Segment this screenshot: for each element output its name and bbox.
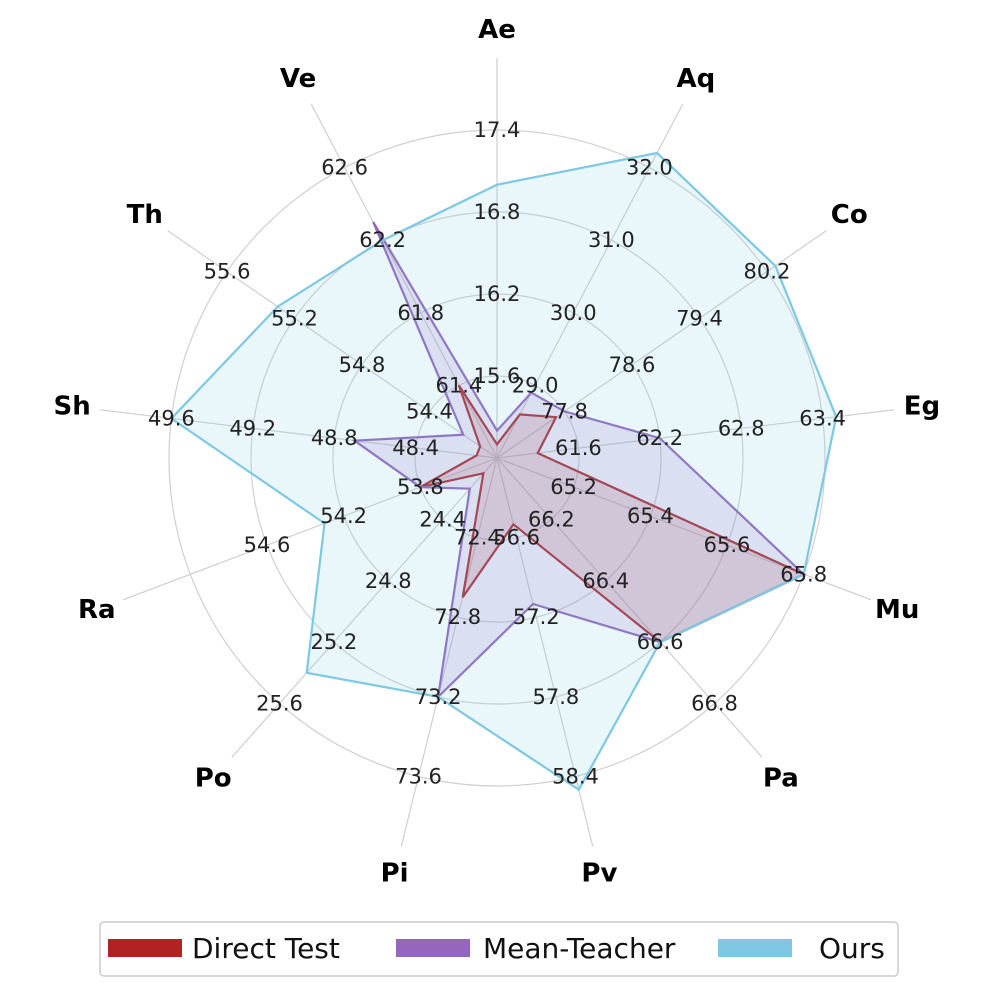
tick-label-ae-4: 17.4 <box>474 118 521 142</box>
tick-label-sh-3: 49.2 <box>229 416 276 440</box>
axis-label-th: Th <box>127 200 163 230</box>
spoke-co <box>496 230 827 459</box>
tick-label-pv-4: 58.4 <box>552 764 599 788</box>
tick-label-ra-2: 54.2 <box>320 504 367 528</box>
tick-label-pv-1: 56.6 <box>493 526 540 550</box>
spoke-sh <box>99 409 498 459</box>
axis-label-pa: Pa <box>763 763 799 793</box>
tick-label-ve-2: 61.8 <box>397 301 444 325</box>
tick-label-ra-3: 54.6 <box>244 533 291 557</box>
series-direct-test <box>419 384 807 644</box>
axis-labels: Ae Aq Co Eg Mu Pa Pv Pi Po Ra Sh Th Ve <box>53 15 940 889</box>
tick-label-aq-4: 32.0 <box>626 156 673 180</box>
spoke-ra <box>122 457 498 601</box>
tick-label-pv-3: 57.8 <box>532 685 579 709</box>
tick-label-pa-1: 66.2 <box>528 507 575 531</box>
axis-label-eg: Eg <box>904 391 940 421</box>
tick-label-sh-4: 49.6 <box>148 406 195 430</box>
tick-label-ve-3: 62.2 <box>359 228 406 252</box>
tick-label-pi-2: 72.8 <box>434 605 481 629</box>
radar-spokes <box>99 58 895 847</box>
spoke-pv <box>496 457 594 847</box>
legend-label-direct-test: Direct Test <box>192 932 340 965</box>
spoke-pa <box>496 457 763 758</box>
tick-label-co-2: 78.6 <box>609 353 656 377</box>
tick-label-po-2: 24.8 <box>365 569 412 593</box>
tick-label-aq-1: 29.0 <box>512 373 559 397</box>
tick-label-pi-3: 73.2 <box>415 685 462 709</box>
tick-label-sh-1: 48.4 <box>392 436 439 460</box>
axis-label-ae: Ae <box>478 15 516 45</box>
tick-label-po-1: 24.4 <box>419 507 466 531</box>
tick-label-po-4: 25.6 <box>256 692 303 716</box>
axis-label-aq: Aq <box>677 64 716 94</box>
tick-label-pa-2: 66.4 <box>582 569 629 593</box>
legend-label-mean-teacher: Mean-Teacher <box>483 932 676 965</box>
axis-label-ra: Ra <box>78 595 116 625</box>
tick-label-pi-1: 72.4 <box>454 526 501 550</box>
spoke-th <box>167 230 498 459</box>
tick-label-mu-4: 65.8 <box>780 562 827 586</box>
tick-label-ra-1: 53.8 <box>397 475 444 499</box>
axis-label-po: Po <box>195 763 232 793</box>
tick-label-mu-3: 65.6 <box>704 533 751 557</box>
tick-label-co-4: 80.2 <box>744 260 791 284</box>
axis-label-mu: Mu <box>875 595 919 625</box>
tick-label-th-1: 54.4 <box>406 399 453 423</box>
tick-label-ve-4: 62.6 <box>321 156 368 180</box>
axis-label-pv: Pv <box>581 859 617 889</box>
tick-label-eg-1: 61.6 <box>555 436 602 460</box>
tick-label-sh-2: 48.8 <box>311 426 358 450</box>
tick-label-ve-1: 61.4 <box>436 373 483 397</box>
spoke-mu <box>496 457 872 601</box>
tick-label-th-4: 55.6 <box>204 260 251 284</box>
spoke-ve <box>310 103 498 459</box>
series-ours <box>169 151 838 792</box>
tick-label-co-3: 79.4 <box>676 306 723 330</box>
legend-swatch-mean-teacher <box>396 939 470 957</box>
axis-label-sh: Sh <box>53 391 90 421</box>
tick-label-mu-2: 65.4 <box>627 504 674 528</box>
tick-label-pv-2: 57.2 <box>513 605 560 629</box>
spoke-po <box>231 457 498 758</box>
tick-label-eg-3: 62.8 <box>718 416 765 440</box>
tick-label-ae-3: 16.8 <box>474 200 521 224</box>
tick-labels: 15.6 16.2 16.8 17.4 29.0 30.0 31.0 32.0 77.8 78.6… <box>148 118 846 788</box>
tick-label-th-3: 55.2 <box>271 306 318 330</box>
axis-label-co: Co <box>831 200 868 230</box>
tick-label-ae-1: 15.6 <box>474 364 521 388</box>
tick-label-aq-3: 31.0 <box>588 228 635 252</box>
axis-label-ve: Ve <box>280 64 316 94</box>
tick-label-co-1: 77.8 <box>541 399 588 423</box>
spoke-pi <box>400 457 498 847</box>
series-layer <box>169 151 838 792</box>
tick-label-eg-4: 63.4 <box>799 406 846 430</box>
tick-label-aq-2: 30.0 <box>550 301 597 325</box>
spoke-eg <box>496 409 895 459</box>
tick-label-ae-2: 16.2 <box>474 282 521 306</box>
tick-label-pi-4: 73.6 <box>395 764 442 788</box>
legend-swatch-direct-test <box>108 939 182 957</box>
legend-swatch-ours <box>718 939 792 957</box>
tick-label-pa-4: 66.8 <box>691 692 738 716</box>
tick-label-pa-3: 66.6 <box>637 630 684 654</box>
tick-label-th-2: 54.8 <box>339 353 386 377</box>
series-mean-teacher <box>351 221 806 700</box>
legend-label-ours: Ours <box>819 932 885 965</box>
spoke-aq <box>496 103 684 459</box>
tick-label-mu-1: 65.2 <box>550 475 597 499</box>
legend-frame <box>99 921 899 977</box>
legend: Direct Test Mean-Teacher Ours <box>99 921 899 977</box>
tick-label-eg-2: 62.2 <box>636 426 683 450</box>
tick-label-po-3: 25.2 <box>310 630 357 654</box>
axis-label-pi: Pi <box>381 859 409 889</box>
